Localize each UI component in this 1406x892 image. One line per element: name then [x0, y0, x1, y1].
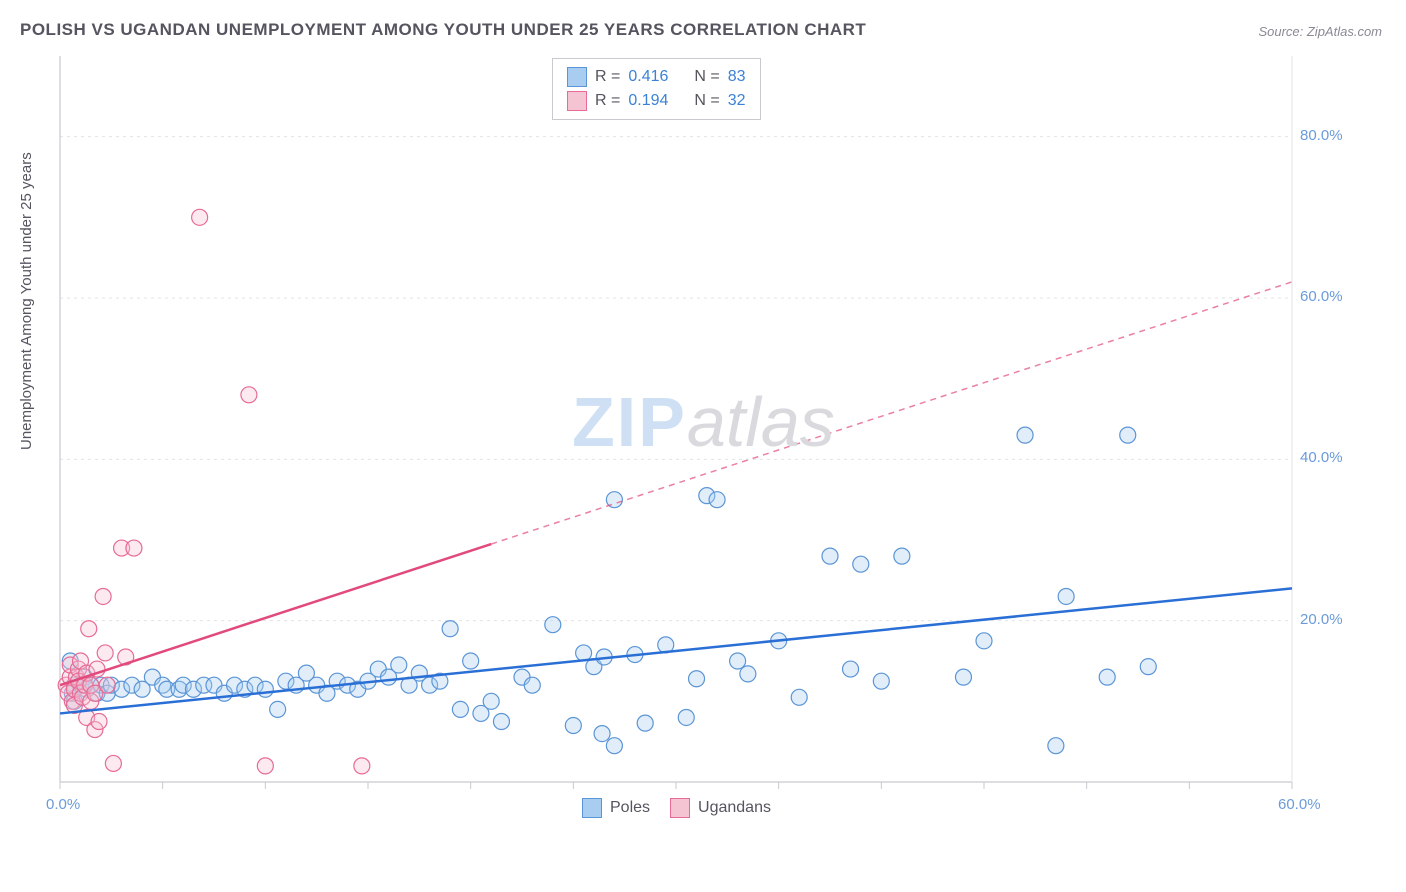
stats-row: R = 0.416 N = 83 — [567, 65, 746, 89]
stat-n-value: 32 — [728, 89, 746, 113]
stats-row: R = 0.194 N = 32 — [567, 89, 746, 113]
axis-tick-label: 80.0% — [1300, 127, 1343, 144]
stat-r-value: 0.416 — [628, 65, 668, 89]
legend-item: Poles — [582, 798, 650, 818]
legend-swatch — [582, 798, 602, 818]
chart-svg — [52, 52, 1352, 822]
stats-box: R = 0.416 N = 83 R = 0.194 N = 32 — [552, 58, 761, 120]
legend-bottom: Poles Ugandans — [582, 798, 771, 818]
legend-label: Ugandans — [698, 799, 771, 817]
series-swatch — [567, 67, 587, 87]
source-label: Source: ZipAtlas.com — [1258, 24, 1382, 39]
axis-tick-label: 0.0% — [46, 796, 80, 813]
chart-title: POLISH VS UGANDAN UNEMPLOYMENT AMONG YOU… — [20, 20, 866, 40]
axis-tick-label: 60.0% — [1278, 796, 1321, 813]
legend-swatch — [670, 798, 690, 818]
series-swatch — [567, 91, 587, 111]
axis-tick-label: 60.0% — [1300, 288, 1343, 305]
scatter-plot: ZIPatlas R = 0.416N = 83R = 0.194N = 32 … — [52, 52, 1352, 822]
y-axis-label: Unemployment Among Youth under 25 years — [18, 152, 35, 450]
stat-n-label: N = — [694, 89, 719, 113]
stat-n-value: 83 — [728, 65, 746, 89]
legend-label: Poles — [610, 799, 650, 817]
stat-r-label: R = — [595, 65, 620, 89]
legend-item: Ugandans — [670, 798, 771, 818]
stat-r-label: R = — [595, 89, 620, 113]
stat-r-value: 0.194 — [628, 89, 668, 113]
stat-n-label: N = — [694, 65, 719, 89]
axis-tick-label: 40.0% — [1300, 449, 1343, 466]
axis-tick-label: 20.0% — [1300, 611, 1343, 628]
